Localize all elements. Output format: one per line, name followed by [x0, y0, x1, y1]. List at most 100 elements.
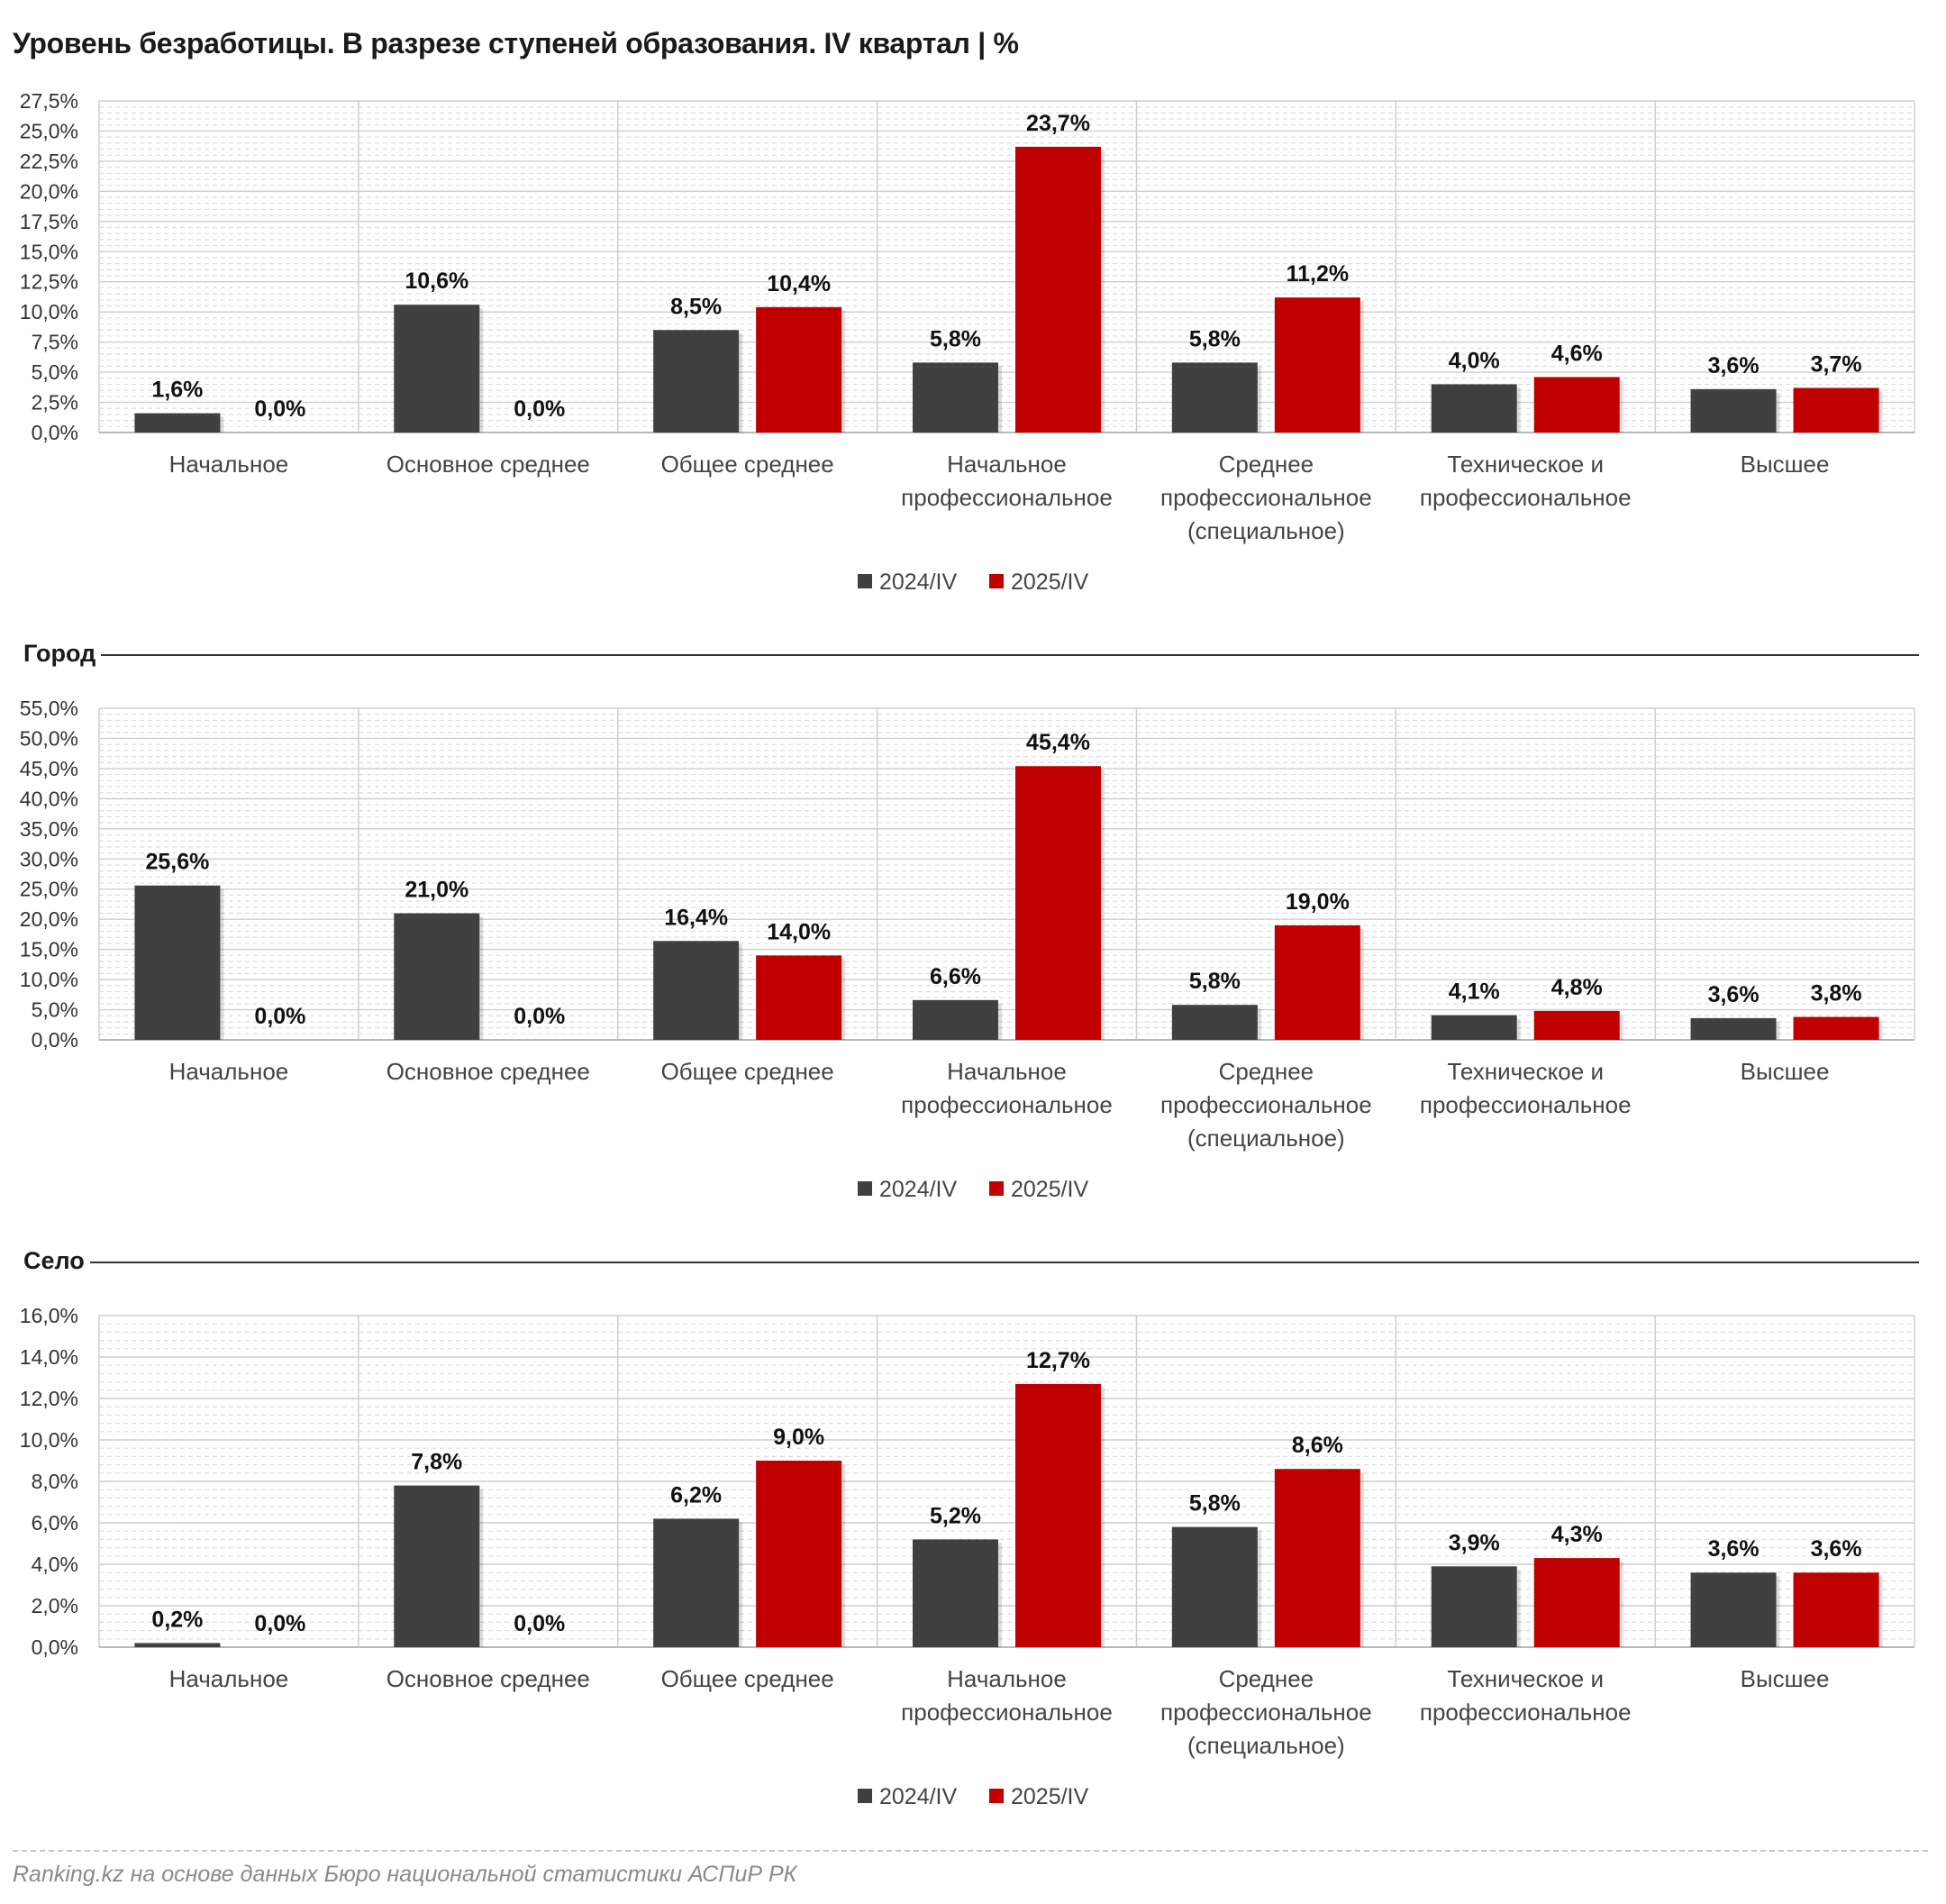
y-tick-label: 2,5%	[32, 391, 78, 415]
chart-city: 0,0% 5,0% 10,0% 15,0% 20,0% 25,0% 30,0% 35,0% 40…	[20, 697, 1915, 1202]
bar-2025	[1793, 1016, 1879, 1040]
data-label: 0,0%	[254, 1611, 305, 1636]
y-tick-label: 25,0%	[20, 119, 78, 142]
section-title-city: Город	[23, 639, 96, 667]
legend-label: 2025/IV	[1011, 1784, 1089, 1809]
bar-2024	[394, 305, 480, 433]
data-label: 4,6%	[1551, 341, 1603, 366]
chart-village: 0,0% 2,0% 4,0% 6,0% 8,0% 10,0% 12,0% 14,0% 16,0%…	[20, 1304, 1915, 1809]
y-tick-label: 17,5%	[20, 210, 78, 233]
data-label: 0,0%	[514, 396, 565, 422]
data-label: 3,6%	[1708, 353, 1760, 378]
legend-label: 2024/IV	[879, 1784, 958, 1809]
category-label: Высшее	[1741, 1058, 1830, 1085]
legend-label: 2025/IV	[1011, 1177, 1089, 1202]
bar-2025	[1274, 297, 1360, 433]
bar-2024	[913, 1539, 998, 1647]
category-label: Общее среднее	[661, 451, 834, 478]
bar-2025	[756, 955, 842, 1040]
data-label: 45,4%	[1026, 730, 1090, 755]
section-divider	[89, 1262, 1919, 1263]
data-label: 14,0%	[767, 919, 831, 944]
data-label: 8,6%	[1292, 1433, 1343, 1458]
y-tick-label: 50,0%	[20, 726, 78, 750]
y-tick-label: 40,0%	[20, 787, 78, 810]
data-label: 5,8%	[930, 326, 981, 351]
y-tick-label: 5,0%	[32, 360, 78, 384]
bar-2024	[913, 362, 998, 433]
data-label: 6,6%	[930, 964, 981, 989]
legend-label: 2025/IV	[1011, 569, 1089, 595]
data-label: 8,5%	[670, 294, 722, 319]
section-divider	[101, 654, 1919, 656]
data-label: 0,0%	[514, 1004, 565, 1029]
data-label: 10,4%	[767, 271, 831, 296]
bar-2024	[1431, 1015, 1517, 1040]
bar-2024	[134, 413, 221, 433]
category-label: Начальное	[947, 1665, 1067, 1692]
legend-swatch	[858, 1181, 872, 1196]
category-label: Начальное	[169, 451, 289, 478]
category-label: профессиональное	[901, 484, 1113, 511]
category-label: Начальное	[947, 1058, 1067, 1085]
y-tick-label: 55,0%	[20, 697, 78, 720]
category-label: Начальное	[169, 1058, 289, 1085]
bar-2024	[1690, 1017, 1777, 1040]
section-title-village: Село	[23, 1246, 85, 1274]
bar-2025	[1274, 1469, 1360, 1647]
y-tick-label: 5,0%	[32, 998, 78, 1022]
data-label: 3,6%	[1811, 1536, 1862, 1562]
data-label: 9,0%	[773, 1425, 824, 1450]
bar-2024	[1171, 362, 1258, 433]
bar-2024	[653, 941, 740, 1040]
data-label: 4,1%	[1449, 979, 1500, 1005]
category-label: профессиональное	[1420, 1699, 1632, 1726]
category-label: Техническое и	[1447, 451, 1604, 478]
bar-2025	[756, 306, 842, 433]
legend-swatch	[858, 1789, 872, 1803]
data-label: 16,4%	[664, 905, 728, 930]
bar-2024	[394, 1485, 480, 1647]
bar-2024	[653, 1518, 740, 1647]
legend-swatch	[989, 1181, 1004, 1196]
y-tick-label: 25,0%	[20, 878, 78, 901]
bar-2025	[1793, 1572, 1879, 1647]
y-tick-label: 14,0%	[20, 1345, 78, 1369]
category-label: Начальное	[947, 451, 1067, 478]
bar-2025	[1015, 146, 1101, 433]
y-tick-label: 45,0%	[20, 757, 78, 780]
bar-2024	[1431, 384, 1517, 433]
bar-2025	[1533, 1010, 1620, 1040]
data-label: 25,6%	[145, 850, 209, 875]
category-label: Основное среднее	[386, 451, 590, 478]
legend-swatch	[858, 574, 872, 588]
category-label: профессиональное	[1160, 1091, 1372, 1118]
data-label: 3,7%	[1811, 351, 1862, 377]
y-tick-label: 0,0%	[32, 1635, 78, 1659]
category-label: Техническое и	[1447, 1665, 1604, 1692]
y-tick-label: 20,0%	[20, 907, 78, 931]
data-label: 7,8%	[411, 1450, 462, 1475]
section-header-village: Село	[23, 1243, 1919, 1279]
legend-swatch	[989, 574, 1004, 588]
category-label: Высшее	[1741, 1665, 1830, 1692]
category-label: профессиональное	[1160, 1699, 1372, 1726]
bar-2024	[134, 1643, 221, 1647]
bar-2025	[1533, 1558, 1620, 1647]
data-label: 0,0%	[514, 1611, 565, 1636]
y-tick-label: 0,0%	[32, 421, 78, 444]
bar-2025	[756, 1461, 842, 1647]
y-tick-label: 7,5%	[32, 331, 78, 354]
data-label: 0,2%	[151, 1607, 203, 1632]
y-tick-label: 20,0%	[20, 179, 78, 203]
category-label: Общее среднее	[661, 1665, 834, 1692]
data-label: 0,0%	[254, 1004, 305, 1029]
category-label: Среднее	[1219, 451, 1314, 478]
y-tick-label: 8,0%	[32, 1470, 78, 1493]
y-tick-label: 22,5%	[20, 150, 78, 173]
category-label: профессиональное	[901, 1091, 1113, 1118]
y-tick-label: 2,0%	[32, 1594, 78, 1617]
data-label: 3,6%	[1708, 982, 1760, 1007]
data-label: 3,9%	[1449, 1530, 1500, 1555]
y-tick-label: 0,0%	[32, 1028, 78, 1052]
